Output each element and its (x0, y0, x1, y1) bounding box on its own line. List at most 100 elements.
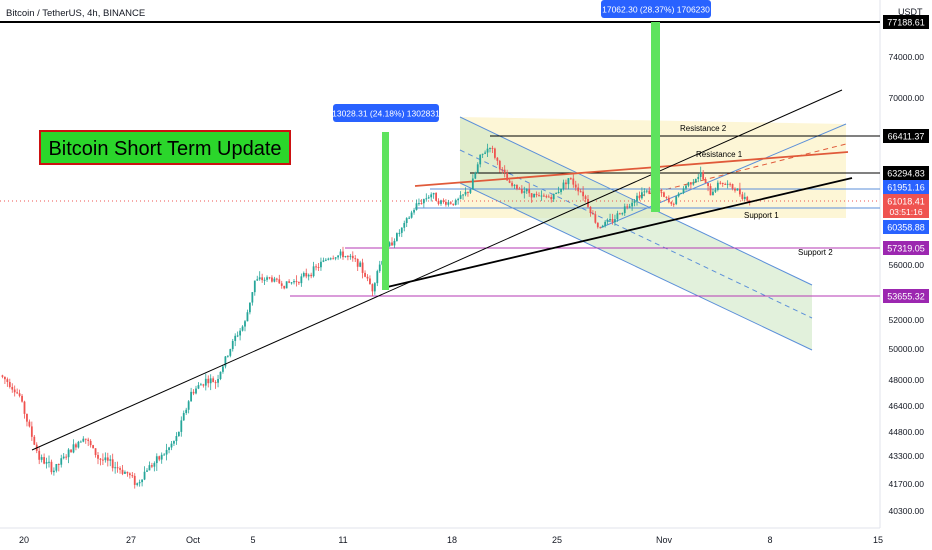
candle-body (739, 188, 741, 195)
candle (126, 471, 129, 477)
candle (173, 440, 175, 446)
candle (530, 193, 533, 203)
candle-body (459, 195, 462, 199)
candle-body (173, 441, 175, 444)
candle-body (721, 182, 724, 184)
candle-body (641, 192, 643, 199)
candle (244, 319, 246, 332)
candle-body (560, 188, 562, 193)
candle (327, 257, 330, 261)
candle-body (324, 259, 327, 261)
candle (378, 260, 381, 273)
candle (26, 413, 28, 427)
candle (484, 150, 486, 155)
candle-body (50, 461, 53, 473)
candle-body (190, 391, 192, 402)
candle (84, 438, 87, 444)
candle-body (300, 276, 303, 284)
candle (604, 220, 607, 228)
candle-body (334, 257, 337, 259)
candle-body (67, 449, 70, 458)
candle-body (452, 203, 455, 205)
candle-body (633, 201, 636, 203)
candle (638, 191, 641, 201)
candle-body (609, 218, 611, 221)
candle (82, 436, 85, 443)
candle (8, 378, 11, 389)
candle (256, 275, 259, 281)
candle-body (589, 206, 592, 214)
candle-body (28, 421, 31, 427)
candle (337, 255, 339, 260)
candle-body (97, 454, 99, 459)
candle (236, 331, 239, 338)
candle (719, 180, 722, 185)
candle-body (714, 189, 717, 192)
candle-body (226, 355, 229, 357)
candle-body (388, 242, 391, 247)
candle (584, 194, 587, 203)
candle (491, 145, 494, 153)
candle (153, 461, 156, 472)
candle-body (92, 445, 94, 449)
candle (45, 457, 48, 469)
candle (391, 237, 393, 246)
candle (543, 193, 545, 197)
candle (246, 309, 249, 322)
candle-body (185, 409, 188, 414)
candle-body (153, 463, 156, 467)
candle (275, 277, 278, 282)
candle-body (138, 482, 141, 484)
candle-body (249, 302, 251, 313)
candle-body (494, 148, 496, 158)
candle-body (648, 190, 651, 194)
candle-body (195, 388, 197, 394)
candle (562, 179, 565, 191)
candle (62, 453, 65, 460)
candle-body (57, 463, 60, 465)
candle-body (557, 192, 560, 194)
candle (496, 157, 499, 166)
candle-body (332, 258, 335, 260)
candle (685, 184, 687, 191)
price-axis[interactable] (880, 0, 932, 550)
candle-body (197, 385, 200, 389)
candle (283, 285, 286, 290)
candle-body (596, 222, 599, 228)
candle-body (545, 196, 548, 198)
candle-body (329, 258, 332, 260)
y-tick-2: 56000.00 (889, 260, 925, 270)
candles (1, 143, 751, 489)
candle (143, 466, 146, 481)
candle (30, 421, 33, 441)
candle-body (177, 431, 180, 437)
candle-body (136, 483, 139, 485)
candle-body (212, 378, 215, 383)
candle-body (572, 178, 575, 185)
candle-body (408, 217, 411, 219)
y-tick-4: 50000.00 (889, 344, 925, 354)
candle (552, 193, 555, 202)
candle (628, 203, 631, 209)
candle-body (516, 184, 518, 189)
candle-body (716, 182, 719, 190)
candle (410, 210, 413, 219)
candle (440, 199, 442, 206)
candle-body (734, 188, 736, 191)
candle (11, 383, 14, 393)
candle-body (126, 471, 129, 474)
candle-body (498, 160, 501, 170)
candle-body (518, 188, 521, 190)
candle-body (298, 282, 300, 284)
support-trendline (382, 177, 853, 289)
candle (50, 459, 53, 475)
candle-body (628, 206, 631, 208)
candle-body (746, 196, 749, 201)
candle (540, 190, 543, 201)
candle-body (447, 202, 450, 205)
candle-body (275, 278, 278, 280)
y-tick-1: 70000.00 (889, 93, 925, 103)
candle-body (356, 259, 359, 267)
candle-body (667, 197, 670, 203)
